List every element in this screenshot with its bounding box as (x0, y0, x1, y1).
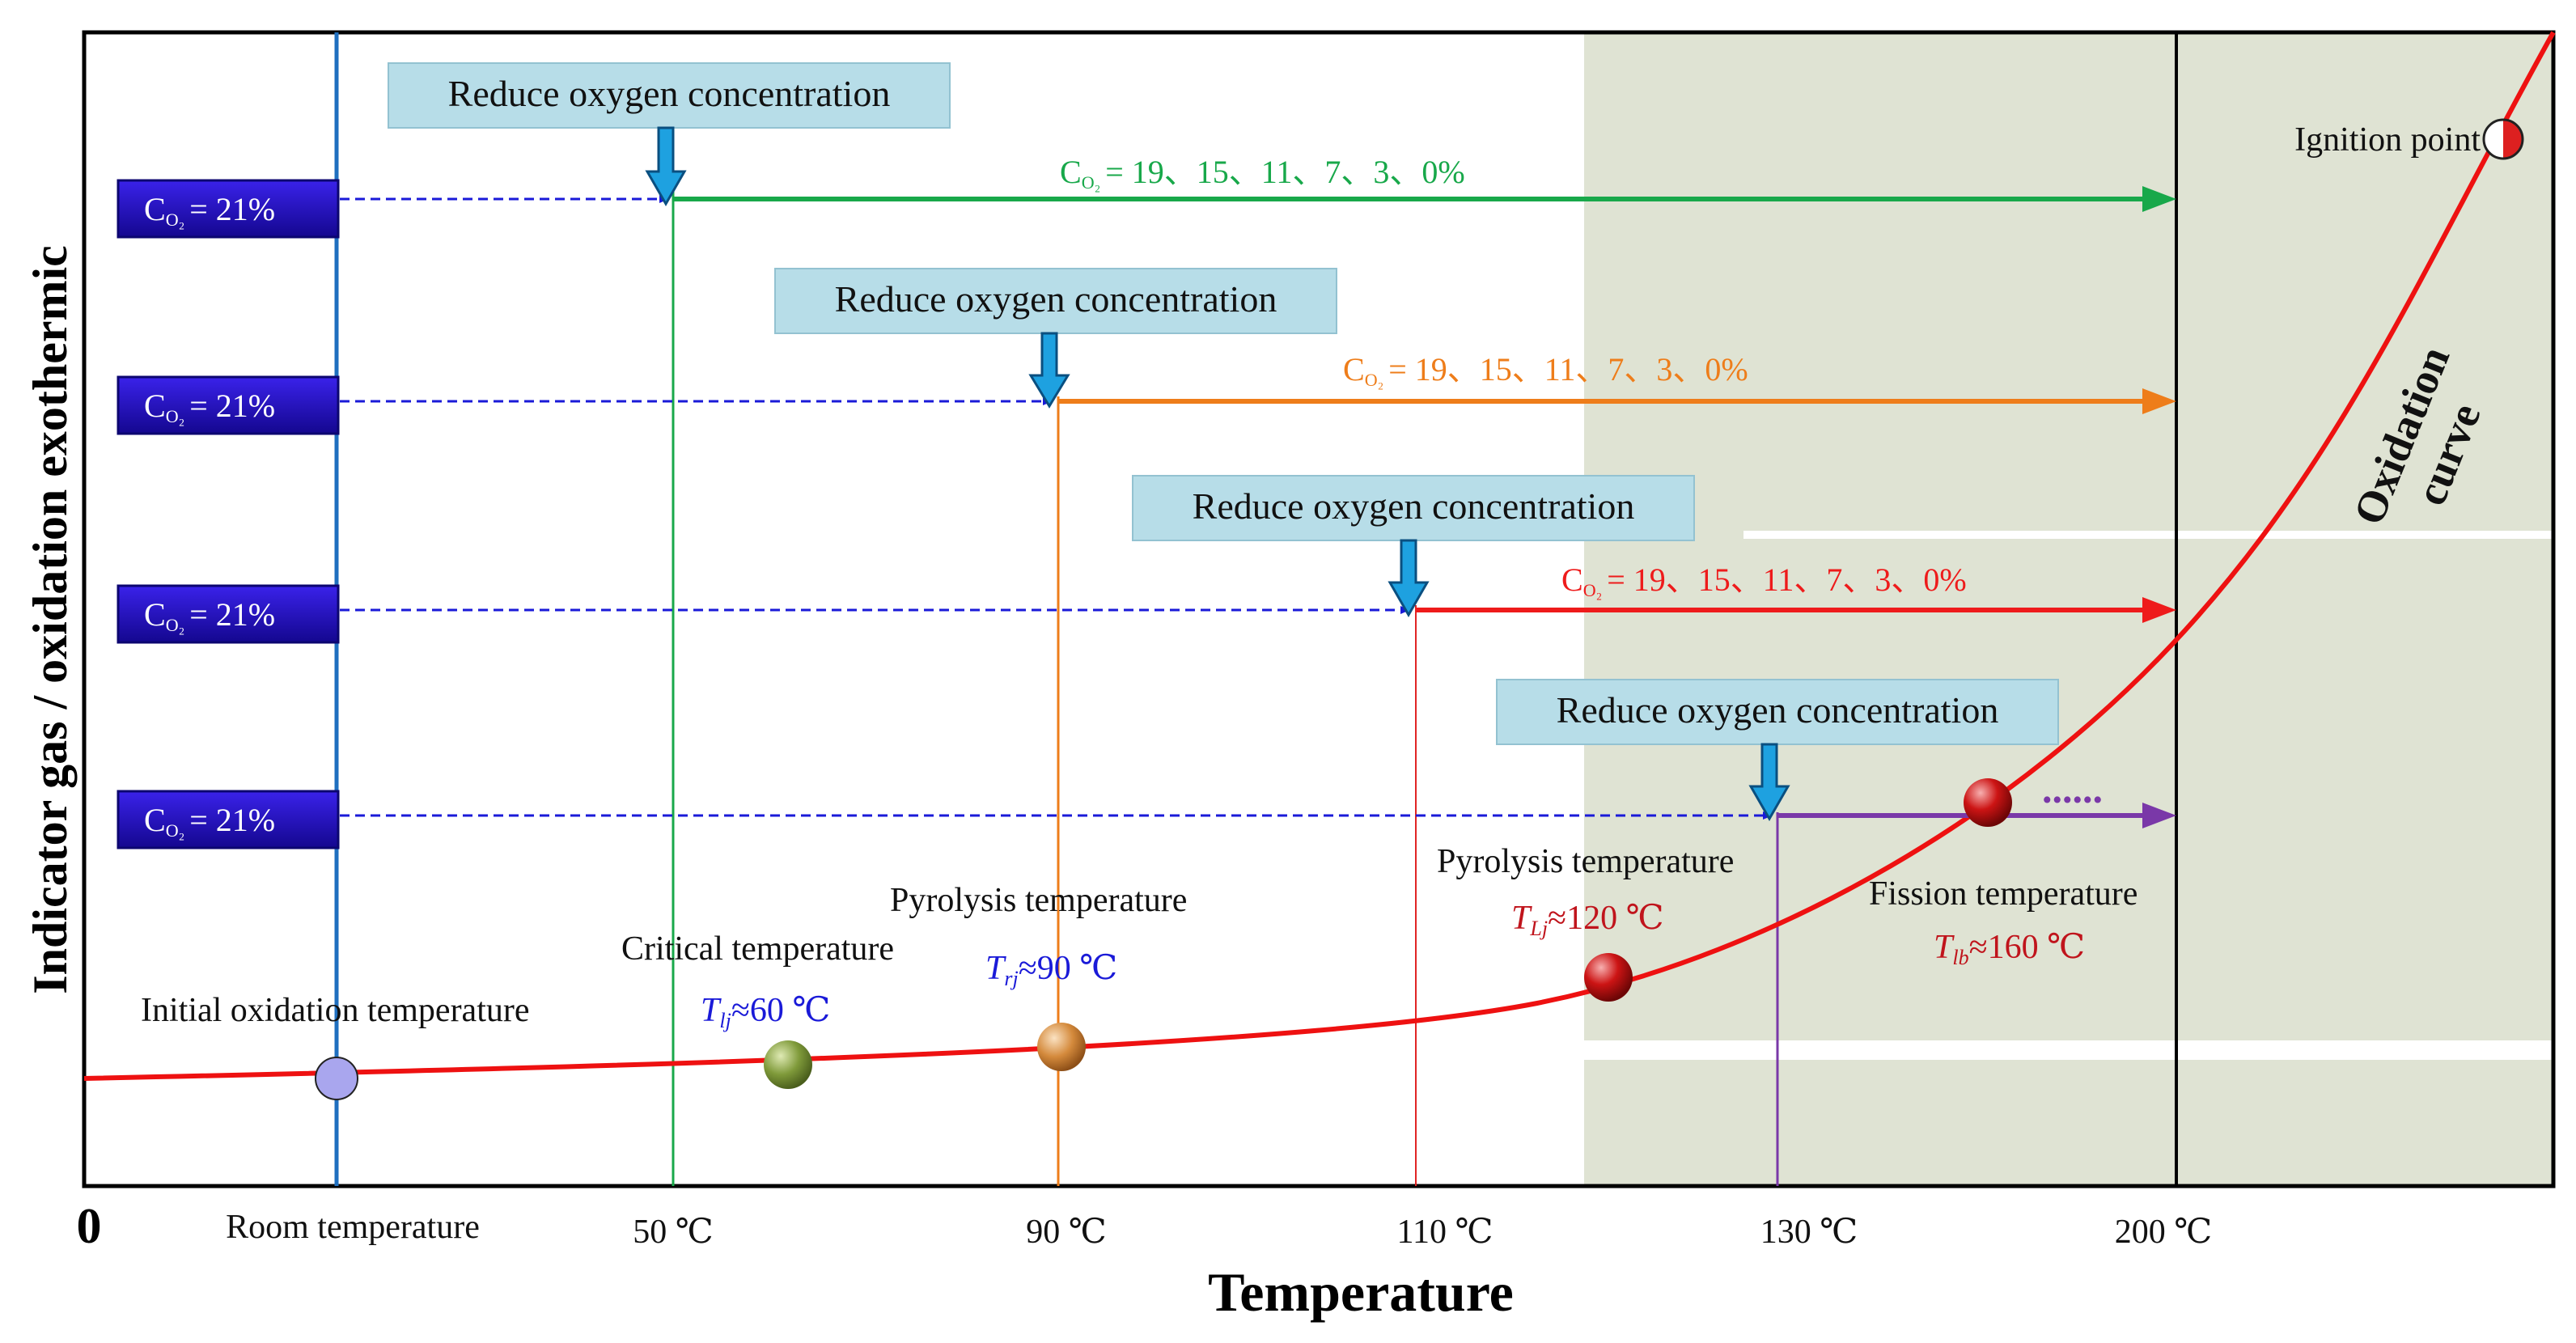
c-symbol: C (1343, 351, 1365, 388)
c-subscript: O₂ (166, 820, 185, 841)
zone-gap-1 (1743, 531, 2553, 539)
stage-4: CO₂ = 21% Reduce oxygen concentration ...… (117, 679, 2176, 849)
svg-text:CO₂= 21%: CO₂ = 21% (144, 802, 275, 841)
x-axis-title: Temperature (1208, 1261, 1514, 1323)
critical-label: Critical temperature (621, 930, 894, 968)
c-symbol: C (1561, 561, 1583, 598)
o2-box-1 (117, 179, 340, 239)
svg-text:CO₂= 21%: CO₂ = 21% (144, 191, 275, 230)
down-arrow-1 (645, 126, 687, 207)
pyrolysis-label-1: Pyrolysis temperature (890, 882, 1187, 919)
down-arrow-2 (1028, 332, 1070, 409)
stage-arrowhead-3 (2142, 597, 2176, 623)
stage-3: CO₂ = 21% Reduce oxygen concentration CO₂… (117, 475, 2176, 644)
o2-end-label-1: = 19、15、11、7、3、0% (1105, 154, 1464, 190)
down-arrow-3 (1388, 539, 1430, 618)
c-subscript: O₂ (166, 406, 185, 426)
c-subscript: O₂ (166, 210, 185, 230)
x-tick-130: 130 ℃ (1760, 1214, 1858, 1251)
c-subscript: O₂ (1583, 580, 1603, 600)
x-tick-200: 200 ℃ (2115, 1214, 2212, 1251)
pyrolysis-point-2 (1584, 953, 1633, 1002)
svg-text:Tlj≈60 ℃: Tlj≈60 ℃ (701, 992, 830, 1032)
o2-start-label-1: = 21% (189, 191, 275, 227)
reduce-label-2: Reduce oxygen concentration (835, 278, 1277, 320)
fission-label: Fission temperature (1869, 875, 2137, 913)
stage-arrowhead-2 (2142, 388, 2176, 414)
reduce-label-1: Reduce oxygen concentration (448, 73, 891, 114)
fission-point (1964, 778, 2012, 827)
o2-start-label-4: = 21% (189, 802, 275, 838)
c-subscript: O₂ (1365, 370, 1384, 390)
pyrolysis-symbol-1: T (985, 950, 1006, 987)
c-subscript: O₂ (1082, 172, 1101, 193)
reduce-box-1 (388, 62, 951, 129)
stage-arrowhead-4 (2142, 803, 2176, 828)
o2-start-label-3: = 21% (189, 596, 275, 633)
critical-value: ≈60 ℃ (731, 992, 831, 1029)
critical-symbol: T (701, 992, 722, 1029)
ignition-label: Ignition point (2294, 121, 2481, 159)
c-symbol: C (144, 388, 166, 424)
c-symbol: C (144, 596, 166, 633)
o2-start-label-2: = 21% (189, 388, 275, 424)
x-tick-110: 110 ℃ (1397, 1214, 1493, 1251)
fission-subscript: lb (1952, 946, 1968, 969)
plot-frame (82, 30, 2556, 1188)
fission-symbol: T (1934, 929, 1955, 966)
ignition-point (2482, 118, 2524, 160)
pyrolysis-label-2: Pyrolysis temperature (1437, 843, 1734, 880)
reduce-box-2 (774, 268, 1337, 334)
stage-2: CO₂ = 21% Reduce oxygen concentration CO₂… (117, 268, 2176, 435)
down-arrow-4 (1748, 743, 1790, 822)
reduce-box-3 (1132, 475, 1695, 541)
c-symbol: C (144, 191, 166, 227)
origin-label: 0 (77, 1199, 102, 1254)
o2-box-3 (117, 584, 340, 644)
svg-text:TLj≈120 ℃: TLj≈120 ℃ (1511, 900, 1664, 940)
critical-subscript: lj (719, 1009, 731, 1032)
svg-text:CO₂= 21%: CO₂ = 21% (144, 596, 275, 635)
reduce-box-4 (1496, 679, 2059, 745)
pyrolysis-value-2: ≈120 ℃ (1548, 900, 1664, 937)
o2-end-label-3: = 19、15、11、7、3、0% (1607, 561, 1966, 598)
continuation-ellipsis: ...... (2042, 766, 2103, 811)
stage-arrowhead-1 (2142, 186, 2176, 212)
stage-1: CO₂ = 21% Reduce oxygen concentration CO₂… (117, 62, 2176, 239)
fission-value: ≈160 ℃ (1969, 929, 2086, 966)
x-tick-room: Room temperature (226, 1209, 480, 1246)
initial-oxidation-point (315, 1057, 358, 1100)
svg-text:Trj≈90 ℃: Trj≈90 ℃ (985, 950, 1117, 990)
svg-text:CO₂= 19、15、11、7、3、0%: CO₂ = 19、15、11、7、3、0% (1343, 351, 1748, 390)
pyrolysis-subscript-1: rj (1004, 967, 1018, 990)
svg-text:CO₂= 19、15、11、7、3、0%: CO₂ = 19、15、11、7、3、0% (1060, 154, 1465, 193)
reduce-label-4: Reduce oxygen concentration (1557, 689, 1999, 731)
x-tick-50: 50 ℃ (633, 1214, 713, 1251)
critical-point (764, 1040, 812, 1089)
c-subscript: O₂ (166, 615, 185, 635)
svg-text:CO₂= 21%: CO₂ = 21% (144, 388, 275, 426)
x-tick-90: 90 ℃ (1026, 1214, 1106, 1251)
o2-box-2 (117, 375, 340, 435)
reduce-label-3: Reduce oxygen concentration (1193, 485, 1635, 527)
zone-gap-2 (1584, 1040, 2553, 1060)
pyrolysis-value-1: ≈90 ℃ (1019, 950, 1118, 987)
svg-text:CO₂= 19、15、11、7、3、0%: CO₂ = 19、15、11、7、3、0% (1561, 561, 1967, 600)
pyrolysis-subscript-2: Lj (1529, 917, 1548, 940)
svg-text:Tlb≈160 ℃: Tlb≈160 ℃ (1934, 929, 2085, 969)
o2-box-4 (117, 790, 340, 849)
pyrolysis-symbol-2: T (1511, 900, 1532, 937)
c-symbol: C (144, 802, 166, 838)
o2-end-label-2: = 19、15、11、7、3、0% (1388, 351, 1748, 388)
c-symbol: C (1060, 154, 1082, 190)
pyrolysis-point-1 (1037, 1023, 1086, 1071)
initial-oxidation-label: Initial oxidation temperature (141, 992, 530, 1029)
y-axis-title: Indicator gas / oxidation exothermic (23, 245, 77, 994)
